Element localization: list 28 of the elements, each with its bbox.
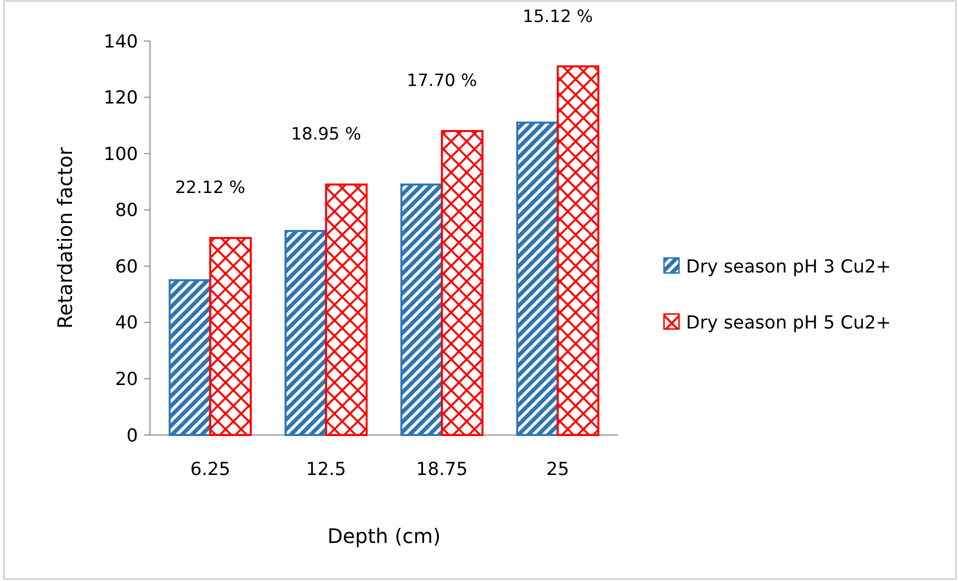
bar	[168, 279, 212, 436]
annotation: 22.12 %	[175, 178, 246, 198]
x-axis-title: Depth (cm)	[327, 524, 441, 548]
bar	[556, 65, 600, 436]
y-axis-title: Retardation factor	[53, 146, 77, 329]
x-tick-label: 12.5	[306, 459, 346, 480]
y-tick-label: 140	[104, 31, 138, 52]
x-tick-label: 18.75	[416, 459, 468, 480]
y-tick-label: 60	[115, 256, 138, 278]
annotation: 17.70 %	[406, 71, 478, 92]
legend-label: Dry season pH 5 Cu2+	[686, 312, 892, 334]
bar	[325, 184, 368, 436]
x-tick-label: 25	[546, 459, 570, 480]
text: 15.12 %	[522, 7, 593, 27]
y-tick-label: 120	[104, 88, 138, 109]
bar	[209, 237, 252, 436]
bar	[400, 184, 443, 436]
x-tick-label: 6.25	[190, 459, 230, 480]
y-tick-label: 100	[104, 144, 138, 165]
bar	[284, 230, 328, 436]
bar	[440, 130, 484, 436]
y-tick-label: 80	[115, 200, 138, 222]
annotation: 18.95 %	[290, 124, 362, 145]
y-tick-label: 40	[115, 312, 138, 334]
y-tick-label: 20	[115, 369, 138, 390]
bar	[516, 122, 559, 436]
y-tick-label: 0	[126, 425, 138, 446]
legend-label: Dry season pH 3 Cu2+	[686, 256, 892, 278]
